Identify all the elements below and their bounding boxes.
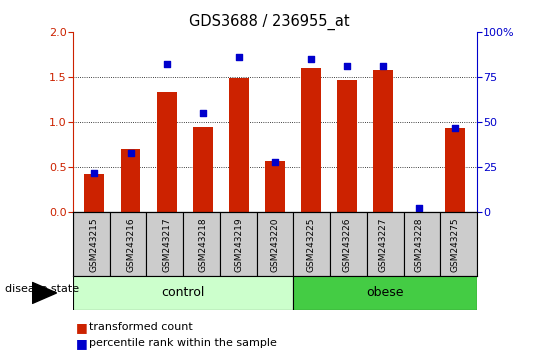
Point <box>126 150 135 156</box>
Point <box>162 62 171 67</box>
Bar <box>367 212 404 276</box>
Bar <box>445 129 465 212</box>
Text: ■: ■ <box>75 337 87 350</box>
Text: GSM243219: GSM243219 <box>234 217 243 272</box>
Bar <box>109 212 146 276</box>
Point <box>343 63 351 69</box>
Bar <box>373 70 393 212</box>
Bar <box>183 212 220 276</box>
Bar <box>85 175 105 212</box>
Text: GSM243220: GSM243220 <box>271 217 279 272</box>
Point <box>90 170 99 176</box>
Bar <box>229 78 248 212</box>
Point <box>307 56 315 62</box>
Bar <box>337 80 357 212</box>
Text: disease state: disease state <box>5 284 80 295</box>
Point <box>451 125 460 130</box>
Bar <box>301 68 321 212</box>
Bar <box>265 161 285 212</box>
Bar <box>440 212 477 276</box>
Bar <box>330 212 367 276</box>
Bar <box>146 212 183 276</box>
Point <box>234 54 243 60</box>
Point <box>271 159 279 165</box>
Bar <box>293 212 330 276</box>
Text: GSM243227: GSM243227 <box>379 217 388 272</box>
Text: obese: obese <box>366 286 404 299</box>
Text: GSM243215: GSM243215 <box>90 217 99 272</box>
Text: GSM243226: GSM243226 <box>343 217 351 272</box>
Bar <box>220 212 257 276</box>
Text: GSM243216: GSM243216 <box>126 217 135 272</box>
Text: GSM243275: GSM243275 <box>451 217 460 272</box>
Bar <box>73 212 109 276</box>
Polygon shape <box>32 282 57 303</box>
Text: ■: ■ <box>75 321 87 334</box>
Text: GDS3688 / 236955_at: GDS3688 / 236955_at <box>189 14 350 30</box>
Bar <box>121 149 141 212</box>
Bar <box>157 92 177 212</box>
Text: GSM243225: GSM243225 <box>307 217 315 272</box>
Text: transformed count: transformed count <box>89 322 192 332</box>
Text: GSM243217: GSM243217 <box>162 217 171 272</box>
Bar <box>257 212 293 276</box>
Bar <box>193 127 212 212</box>
Text: GSM243218: GSM243218 <box>198 217 207 272</box>
Point <box>198 110 207 116</box>
Bar <box>404 212 440 276</box>
Point <box>415 205 424 211</box>
Text: control: control <box>161 286 204 299</box>
Text: GSM243228: GSM243228 <box>415 217 424 272</box>
Bar <box>293 276 477 310</box>
Point <box>379 63 388 69</box>
Text: percentile rank within the sample: percentile rank within the sample <box>89 338 277 348</box>
Bar <box>73 276 293 310</box>
